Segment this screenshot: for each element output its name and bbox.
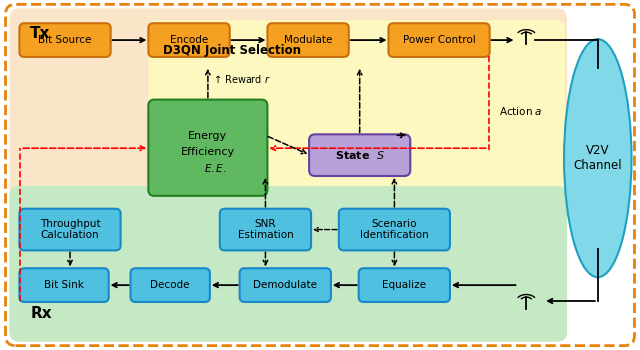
FancyBboxPatch shape xyxy=(19,23,111,57)
FancyBboxPatch shape xyxy=(148,20,565,240)
Text: Power Control: Power Control xyxy=(403,35,476,45)
FancyBboxPatch shape xyxy=(148,100,268,196)
FancyBboxPatch shape xyxy=(358,268,450,302)
Text: V2V
Channel: V2V Channel xyxy=(573,144,622,172)
Text: D3QN Joint Selection: D3QN Joint Selection xyxy=(163,44,301,57)
Text: Throughput
Calculation: Throughput Calculation xyxy=(40,219,100,240)
FancyBboxPatch shape xyxy=(268,23,349,57)
Text: Modulate: Modulate xyxy=(284,35,332,45)
Text: SNR
Estimation: SNR Estimation xyxy=(237,219,293,240)
Text: Bit Sink: Bit Sink xyxy=(44,280,84,290)
Text: Efficiency: Efficiency xyxy=(181,147,235,157)
Text: Encode: Encode xyxy=(170,35,208,45)
FancyBboxPatch shape xyxy=(19,268,109,302)
FancyBboxPatch shape xyxy=(19,209,120,250)
Text: State  $S$: State $S$ xyxy=(335,149,385,161)
Text: Action $a$: Action $a$ xyxy=(499,105,542,117)
FancyBboxPatch shape xyxy=(220,209,311,250)
Text: $E.E.$: $E.E.$ xyxy=(205,162,227,174)
FancyBboxPatch shape xyxy=(10,186,567,342)
Text: Scenario
Identification: Scenario Identification xyxy=(360,219,429,240)
Text: Bit Source: Bit Source xyxy=(38,35,92,45)
Text: Rx: Rx xyxy=(30,306,52,321)
Text: Decode: Decode xyxy=(150,280,190,290)
Text: Energy: Energy xyxy=(188,131,227,141)
Text: Tx: Tx xyxy=(30,26,51,41)
Text: Demodulate: Demodulate xyxy=(253,280,317,290)
FancyBboxPatch shape xyxy=(10,8,567,342)
Ellipse shape xyxy=(564,39,632,277)
FancyBboxPatch shape xyxy=(339,209,450,250)
FancyBboxPatch shape xyxy=(239,268,331,302)
FancyBboxPatch shape xyxy=(131,268,210,302)
FancyBboxPatch shape xyxy=(148,23,230,57)
FancyBboxPatch shape xyxy=(388,23,490,57)
FancyBboxPatch shape xyxy=(309,134,410,176)
Text: Equalize: Equalize xyxy=(382,280,426,290)
Text: ↑ Reward $r$: ↑ Reward $r$ xyxy=(213,73,271,85)
